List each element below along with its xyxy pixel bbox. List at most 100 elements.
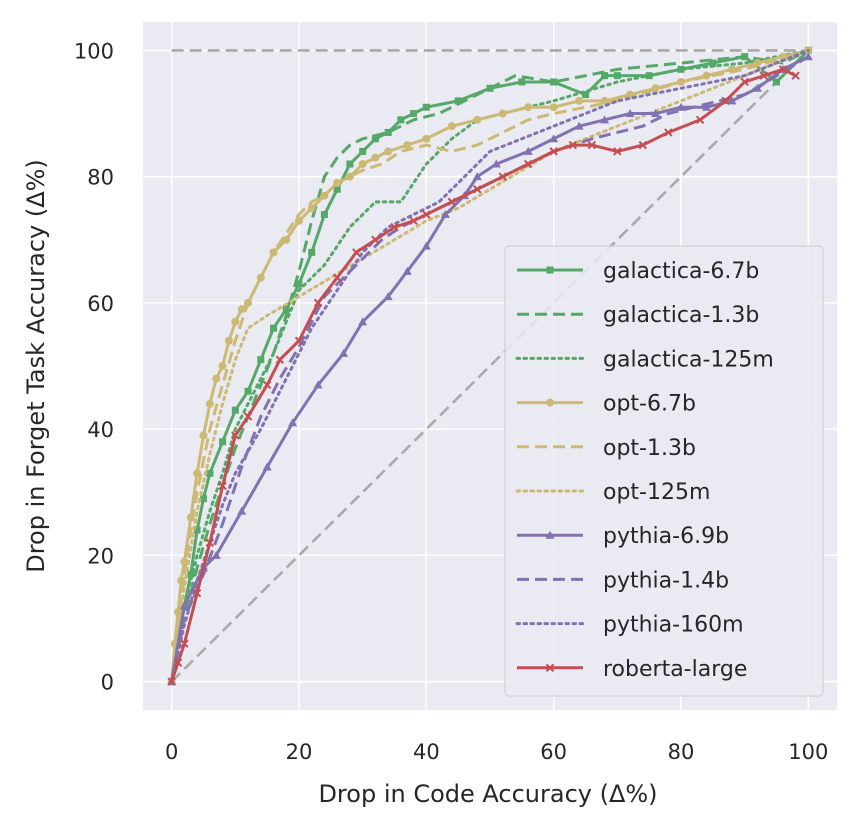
data-point: [651, 109, 661, 118]
data-point: [231, 406, 239, 414]
data-point: [473, 185, 482, 194]
data-point: [257, 356, 265, 364]
x-tick-label: 100: [788, 740, 828, 764]
data-point: [664, 128, 673, 137]
legend-label: roberta-large: [603, 657, 747, 682]
x-tick-label: 60: [540, 740, 567, 764]
data-point: [295, 280, 303, 288]
data-point: [546, 266, 554, 274]
data-point: [601, 72, 609, 80]
y-tick-label: 20: [87, 544, 114, 568]
data-point: [778, 65, 788, 74]
data-point: [371, 135, 379, 143]
data-point: [282, 235, 291, 244]
data-point: [473, 115, 482, 124]
data-point: [231, 431, 240, 440]
data-point: [523, 159, 533, 169]
data-point: [575, 96, 584, 105]
data-point: [600, 96, 609, 105]
data-point: [549, 134, 559, 143]
data-point: [422, 210, 431, 219]
series-roberta-large: [167, 65, 800, 686]
legend-item: pythia-1.4b: [517, 568, 729, 593]
data-point: [613, 147, 622, 156]
data-point: [205, 538, 215, 547]
data-point: [339, 348, 349, 357]
data-point: [613, 72, 621, 80]
data-point: [237, 506, 247, 515]
data-point: [545, 663, 555, 673]
data-point: [294, 336, 304, 345]
data-point: [638, 140, 648, 150]
x-tick-label: 40: [413, 740, 440, 764]
data-point: [199, 495, 207, 503]
series-line: [170, 55, 810, 682]
data-point: [205, 399, 214, 408]
x-axis-label: Drop in Code Accuracy (Δ%): [318, 780, 657, 808]
data-point: [518, 78, 526, 86]
y-tick-label: 0: [101, 671, 114, 695]
data-point: [275, 355, 285, 364]
legend-label: opt-125m: [603, 480, 710, 505]
data-point: [721, 96, 730, 106]
data-point: [677, 65, 685, 73]
data-point: [409, 216, 418, 226]
data-point: [545, 530, 555, 539]
data-point: [173, 658, 183, 667]
legend-item: opt-125m: [515, 480, 710, 505]
data-point: [727, 96, 737, 105]
data-point: [491, 159, 501, 168]
data-point: [384, 128, 392, 136]
data-point: [199, 431, 208, 440]
data-point: [359, 147, 367, 155]
data-point: [219, 438, 227, 446]
series-galactica-125m: [170, 48, 810, 684]
data-point: [358, 317, 368, 326]
y-axis-label: Drop in Forget Task Accuracy (Δ%): [22, 159, 50, 573]
data-point: [390, 222, 399, 232]
data-point: [402, 266, 412, 275]
data-point: [371, 153, 380, 162]
data-point: [740, 77, 749, 87]
legend-item: galactica-6.7b: [517, 259, 759, 284]
x-tick-label: 20: [286, 740, 313, 764]
data-point: [211, 550, 221, 559]
data-point: [244, 387, 252, 395]
data-point: [759, 71, 768, 80]
legend-label: pythia-1.4b: [603, 568, 729, 593]
data-point: [549, 147, 558, 156]
data-point: [791, 71, 800, 80]
legend: galactica-6.7b galactica-1.3b galactica-12…: [504, 245, 824, 697]
series-line: [170, 67, 797, 683]
data-point: [358, 160, 367, 169]
data-point: [549, 103, 558, 112]
legend-label: galactica-125m: [603, 347, 774, 372]
data-point: [167, 677, 176, 686]
series-line: [170, 48, 810, 684]
series-layer: [167, 46, 813, 686]
series-pythia-160m: [170, 48, 810, 684]
data-point: [218, 481, 227, 491]
y-tick-label: 60: [87, 292, 114, 316]
data-point: [333, 185, 341, 193]
data-point: [709, 59, 717, 67]
data-point: [524, 103, 533, 112]
series-opt-1.3b: [170, 48, 809, 682]
data-point: [587, 140, 597, 150]
data-point: [313, 298, 323, 308]
data-point: [193, 526, 201, 534]
data-point: [320, 211, 328, 219]
data-point: [313, 380, 323, 389]
data-point: [262, 462, 272, 471]
legend-item: opt-6.7b: [517, 392, 696, 417]
data-point: [307, 204, 316, 213]
data-point: [773, 78, 781, 86]
data-point: [346, 160, 354, 168]
data-point: [231, 317, 240, 326]
legend-label: opt-1.3b: [603, 436, 696, 461]
data-point: [421, 241, 431, 250]
legend-label: opt-6.7b: [603, 392, 696, 417]
data-point: [243, 412, 253, 421]
legend-item: pythia-160m: [515, 613, 744, 638]
series-line: [170, 48, 809, 682]
